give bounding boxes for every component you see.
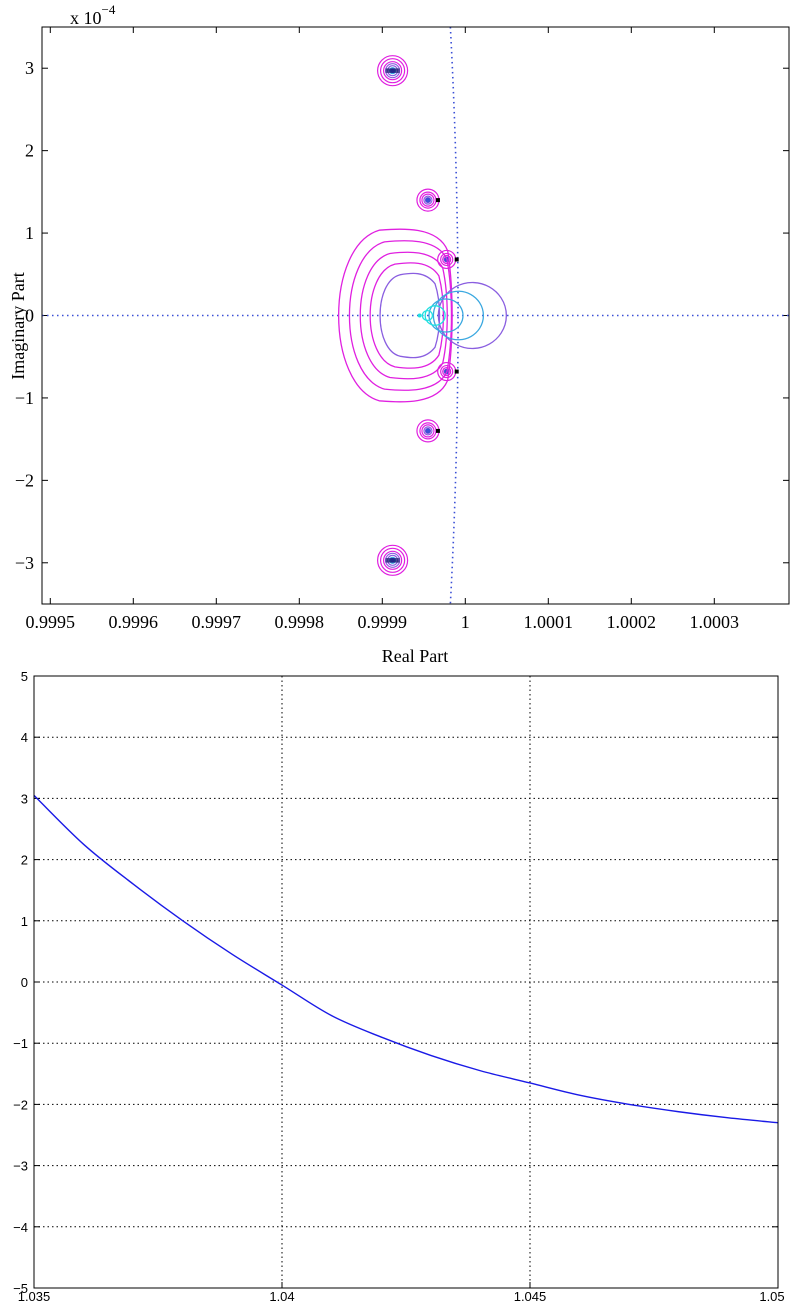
contour-ring (432, 290, 485, 341)
zero-marker (454, 257, 459, 262)
contour-ring (421, 310, 433, 321)
x-tick-label: 1.0002 (607, 612, 657, 632)
y-tick-label: −1 (15, 388, 34, 408)
contour-ring (442, 254, 452, 265)
contour-ring (338, 228, 453, 403)
x-tick-label: 0.9995 (26, 612, 76, 632)
pole-marker (425, 428, 431, 434)
y-tick-label: 2 (25, 141, 34, 161)
y-tick-label: 1 (25, 223, 34, 243)
contour-ring (428, 298, 464, 333)
contour-ring (423, 426, 433, 436)
zero-center-marker (417, 313, 422, 318)
y-tick-label: 3 (21, 791, 28, 806)
zero-marker (435, 198, 440, 203)
y-tick-label: 2 (21, 853, 28, 868)
y-tick-label: 1 (21, 914, 28, 929)
x-tick-label: 0.9998 (275, 612, 325, 632)
pole-zero-contour-chart: x 10−4 0.9995 0.9996 0.9997 0.9998 0.9999 1 1.… (8, 2, 790, 665)
y-axis-label: Imaginary Part (8, 272, 28, 379)
contour-ring (423, 195, 433, 205)
contour-ring (380, 58, 406, 84)
x-tick-label: 1.04 (269, 1289, 294, 1304)
y-tick-label: −3 (15, 553, 34, 573)
x-tick-label: 1.0001 (524, 612, 574, 632)
contour-ring (437, 281, 507, 350)
contour-ring (379, 272, 441, 359)
contour-ring (421, 193, 435, 207)
x-axis-label: Real Part (382, 646, 448, 665)
x-tick-label: 0.9999 (358, 612, 408, 632)
y-tick-label: 5 (21, 669, 28, 684)
y-tick-label: −2 (15, 470, 34, 490)
series-line (33, 794, 779, 1124)
y-tick-label: 4 (21, 730, 28, 745)
contour-ring (359, 251, 448, 380)
pole-marker (425, 197, 431, 203)
contour-ring (440, 364, 454, 379)
unit-circle-dotted-line (449, 26, 459, 605)
contour-ring (369, 262, 444, 369)
y-tick-label: 0 (25, 306, 34, 326)
x-tick-label: 0.9997 (192, 612, 242, 632)
contour-ring (383, 61, 403, 81)
contour-ring (442, 366, 452, 377)
scale-factor-label: x 10−4 (70, 2, 116, 28)
contour-ring (377, 55, 409, 87)
y-tick-label: 0 (21, 975, 28, 990)
y-tick-label: −5 (13, 1281, 28, 1296)
x-tick-label: 1 (461, 612, 470, 632)
contour-ring (380, 547, 406, 573)
y-tick-label: −1 (13, 1036, 28, 1051)
x-tick-label: 1.045 (514, 1289, 547, 1304)
x-tick-label: 1.05 (759, 1289, 784, 1304)
x-tick-label: 1.035 (18, 1289, 51, 1304)
y-tick-label: −3 (13, 1159, 28, 1174)
zero-marker (454, 369, 459, 374)
zero-marker (435, 428, 440, 433)
contour-ring (424, 305, 446, 326)
contour-ring (383, 550, 403, 570)
plot-frame (41, 26, 790, 605)
line-chart: 1.035 1.04 1.045 1.05 −5 −4 −3 −2 −1 0 1 2 3 4 5 (13, 669, 784, 1304)
contour-ring (377, 544, 409, 576)
y-tick-label: −2 (13, 1097, 28, 1112)
x-tick-label: 0.9996 (109, 612, 159, 632)
plot-frame (33, 675, 779, 1289)
y-tick-label: 3 (25, 58, 34, 78)
y-tick-label: −4 (13, 1220, 28, 1235)
contour-ring (440, 252, 454, 267)
contour-ring (421, 424, 435, 438)
x-tick-label: 1.0003 (690, 612, 740, 632)
